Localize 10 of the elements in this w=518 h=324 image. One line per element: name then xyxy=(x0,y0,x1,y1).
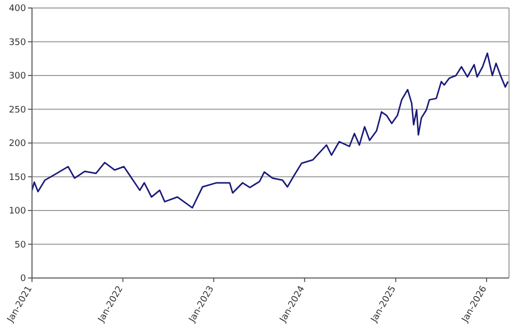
y-tick-label: 300 xyxy=(8,72,26,82)
y-tick-label: 100 xyxy=(8,206,26,217)
y-tick-label: 250 xyxy=(8,105,26,116)
line-series xyxy=(32,52,509,209)
y-tick-label: 150 xyxy=(8,172,26,183)
y-tick-label: 50 xyxy=(14,240,26,250)
y-tick-label: 400 xyxy=(8,4,26,14)
y-tick-label: 350 xyxy=(8,38,26,48)
y-tick-label: 200 xyxy=(8,139,26,150)
y-tick-label: 0 xyxy=(20,274,26,284)
